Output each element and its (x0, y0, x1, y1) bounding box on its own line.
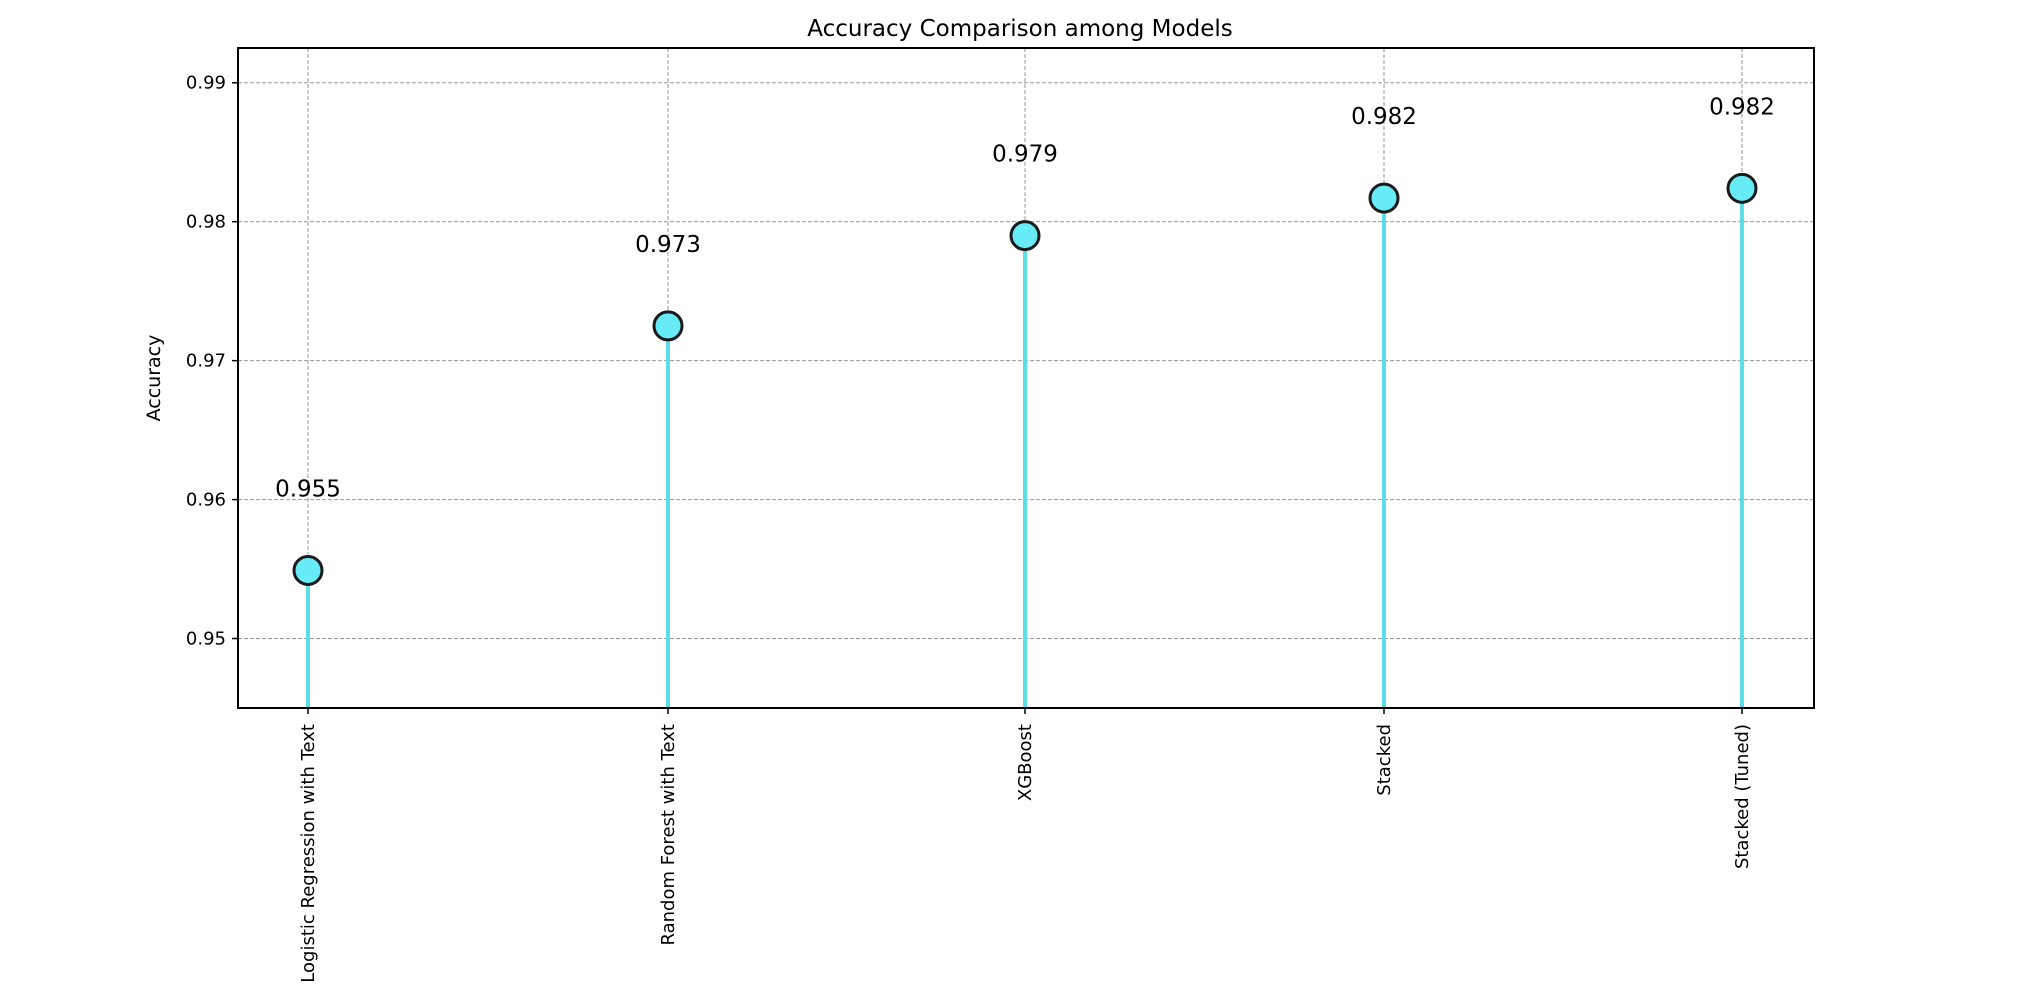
x-tick-label: Stacked (1374, 724, 1395, 796)
x-ticks: Logistic Regression with Text Random Fore… (298, 708, 1753, 983)
data-label: 0.973 (635, 232, 701, 258)
data-point (1368, 182, 1400, 214)
x-tick-label: XGBoost (1015, 724, 1036, 801)
y-tick-label: 0.97 (186, 351, 226, 372)
data-labels: 0.955 0.973 0.979 0.982 0.982 (275, 94, 1775, 502)
y-tick-label: 0.98 (186, 212, 226, 233)
y-tick-label: 0.95 (186, 629, 226, 650)
x-tick-label: Stacked (Tuned) (1732, 724, 1753, 869)
plot-frame (237, 47, 1815, 709)
x-tick-label: Random Forest with Text (658, 724, 679, 946)
y-axis-label: Accuracy (143, 335, 165, 422)
stems (306, 188, 1744, 708)
x-tick-label: Logistic Regression with Text (298, 724, 319, 983)
data-label: 0.982 (1709, 94, 1775, 120)
y-tick-label: 0.99 (186, 73, 226, 94)
data-label: 0.979 (992, 142, 1058, 168)
data-point (292, 554, 324, 586)
y-tick-label: 0.96 (186, 490, 226, 511)
data-point (1009, 220, 1041, 252)
data-point (1726, 172, 1758, 204)
y-ticks: 0.95 0.96 0.97 0.98 0.99 (186, 73, 238, 650)
chart-title: Accuracy Comparison among Models (807, 16, 1232, 42)
data-label: 0.955 (275, 476, 341, 502)
markers (292, 172, 1758, 586)
data-point (652, 310, 684, 342)
data-label: 0.982 (1351, 104, 1417, 130)
